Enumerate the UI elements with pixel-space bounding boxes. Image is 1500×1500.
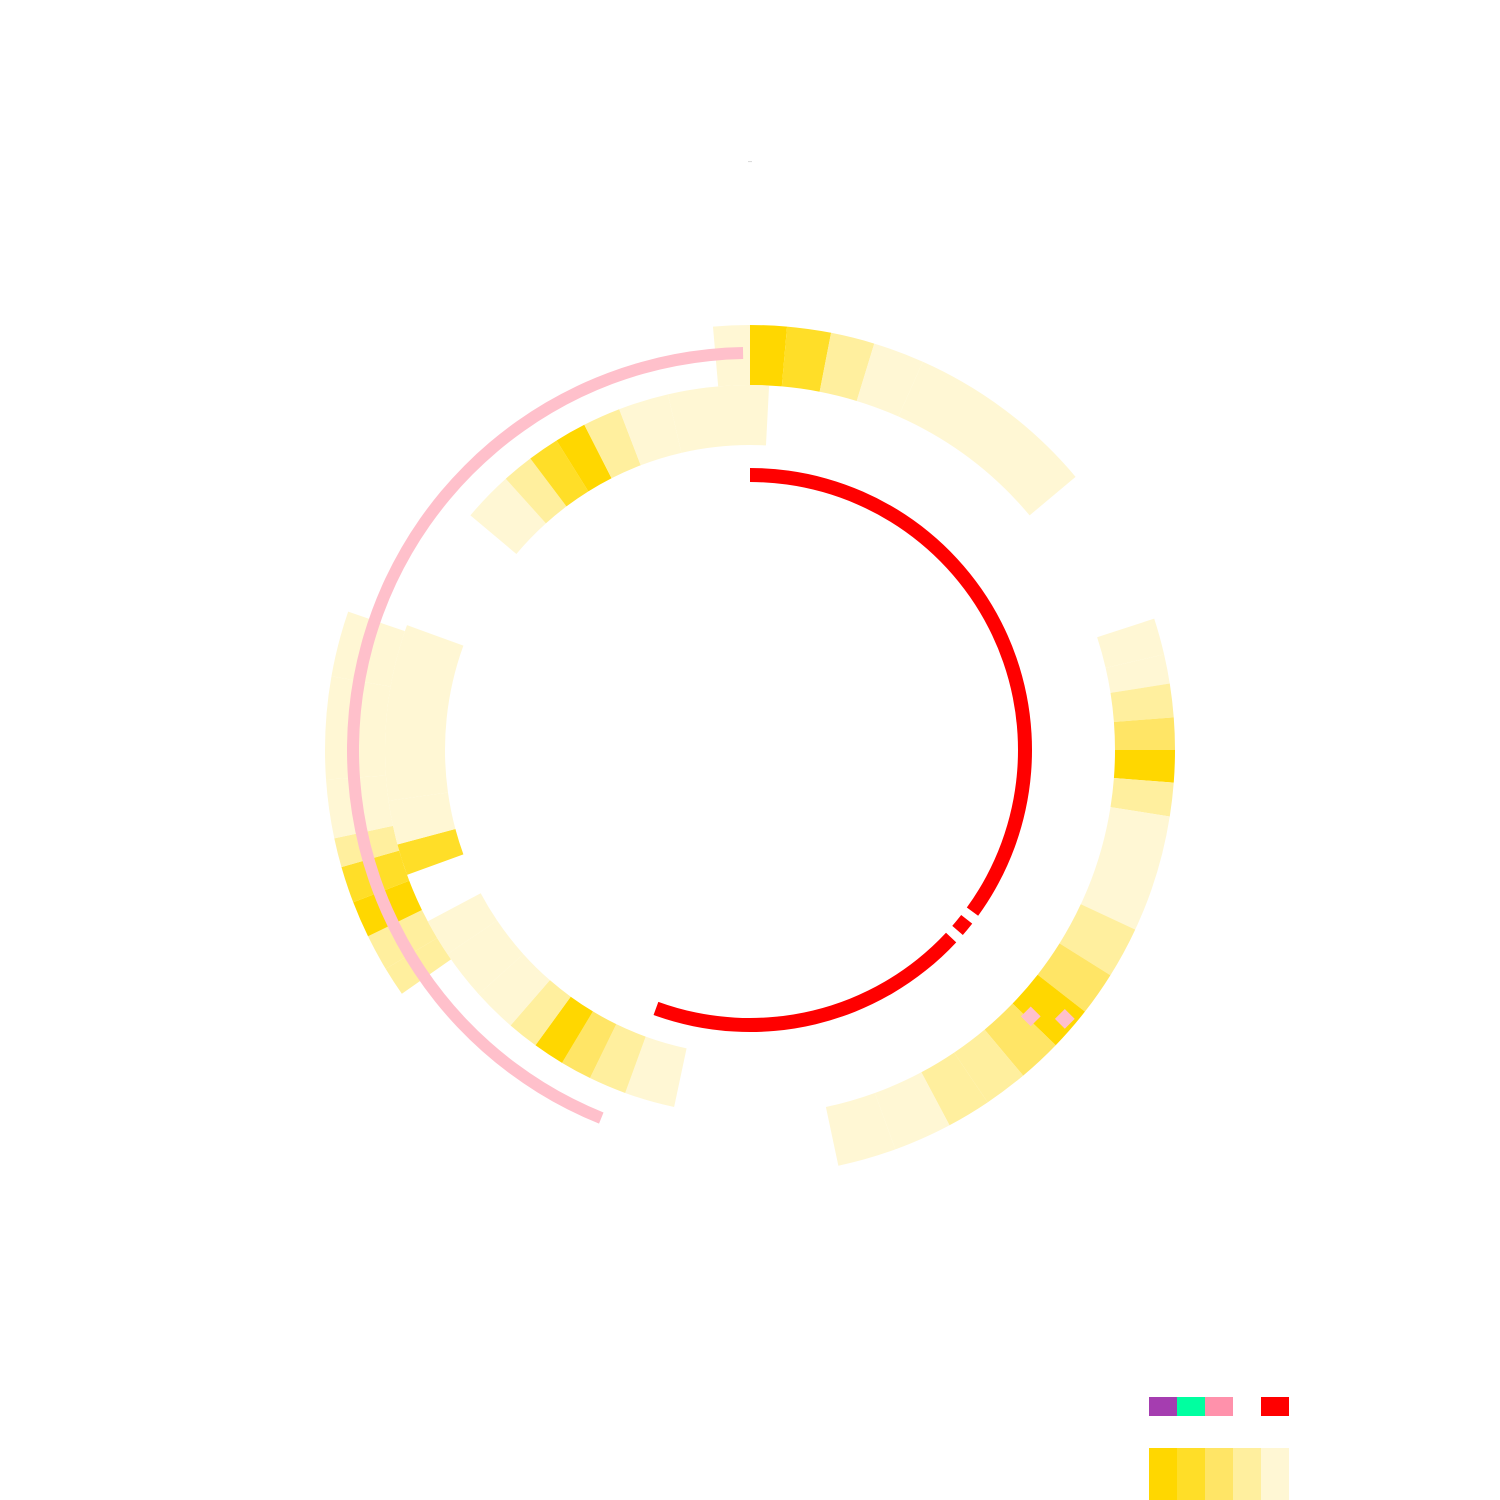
heat-cell: [427, 893, 498, 955]
legend-swatch: [1261, 1448, 1289, 1500]
legend-swatch: [1149, 1448, 1177, 1500]
chart-title: --: [748, 160, 752, 166]
heat-cell: [1037, 943, 1111, 1012]
heat-cell: [562, 1011, 617, 1079]
heat-cell: [388, 792, 456, 845]
heat-cell: [470, 478, 546, 554]
heat-cell: [667, 385, 750, 453]
heat-cell: [556, 424, 612, 492]
arc: [750, 468, 1032, 916]
heat-cell: [750, 385, 770, 446]
legend-swatch: [1261, 1397, 1289, 1416]
heat-cell: [856, 343, 923, 417]
heat-cell: [1059, 904, 1136, 976]
arc: [952, 914, 973, 936]
heat-cell: [625, 1036, 687, 1108]
heat-cell: [505, 458, 567, 524]
heat-cell: [1110, 778, 1174, 817]
legend-swatch: [1233, 1397, 1261, 1416]
legend-swatch: [1205, 1397, 1233, 1416]
heat-cell: [954, 1029, 1024, 1103]
heat-cell: [819, 332, 875, 401]
heat-cell: [619, 394, 682, 466]
heat-cell: [1012, 974, 1085, 1046]
heat-cell: [1105, 654, 1170, 693]
arc: [653, 932, 957, 1032]
heat-cell: [535, 996, 593, 1063]
legend-swatch: [1233, 1448, 1261, 1500]
heat-cell: [921, 1052, 988, 1126]
heat-cell: [1097, 618, 1165, 668]
heat-cell: [385, 625, 464, 801]
legend-swatch: [1149, 1397, 1177, 1416]
legend-swatch: [1177, 1448, 1205, 1500]
heat-cell: [397, 828, 464, 875]
heat-cell: [447, 920, 524, 995]
legend-swatch: [1205, 1448, 1233, 1500]
legend-swatch: [1177, 1397, 1205, 1416]
heat-cell: [584, 409, 641, 479]
heat-cell: [530, 440, 589, 507]
heat-cell: [1110, 683, 1174, 722]
heat-cell: [478, 954, 550, 1026]
heat-cell: [825, 1092, 896, 1166]
heat-cell: [510, 980, 571, 1046]
heat-cell: [1113, 750, 1175, 783]
heat-cell: [750, 325, 788, 387]
heat-cell: [874, 1072, 950, 1150]
heat-cell: [898, 361, 1076, 516]
heat-cell: [1113, 717, 1175, 750]
heat-cell: [984, 1003, 1056, 1076]
heat-cell: [781, 326, 832, 392]
point: [1054, 1008, 1075, 1029]
heat-cell: [589, 1024, 646, 1093]
point: [1020, 1006, 1041, 1027]
